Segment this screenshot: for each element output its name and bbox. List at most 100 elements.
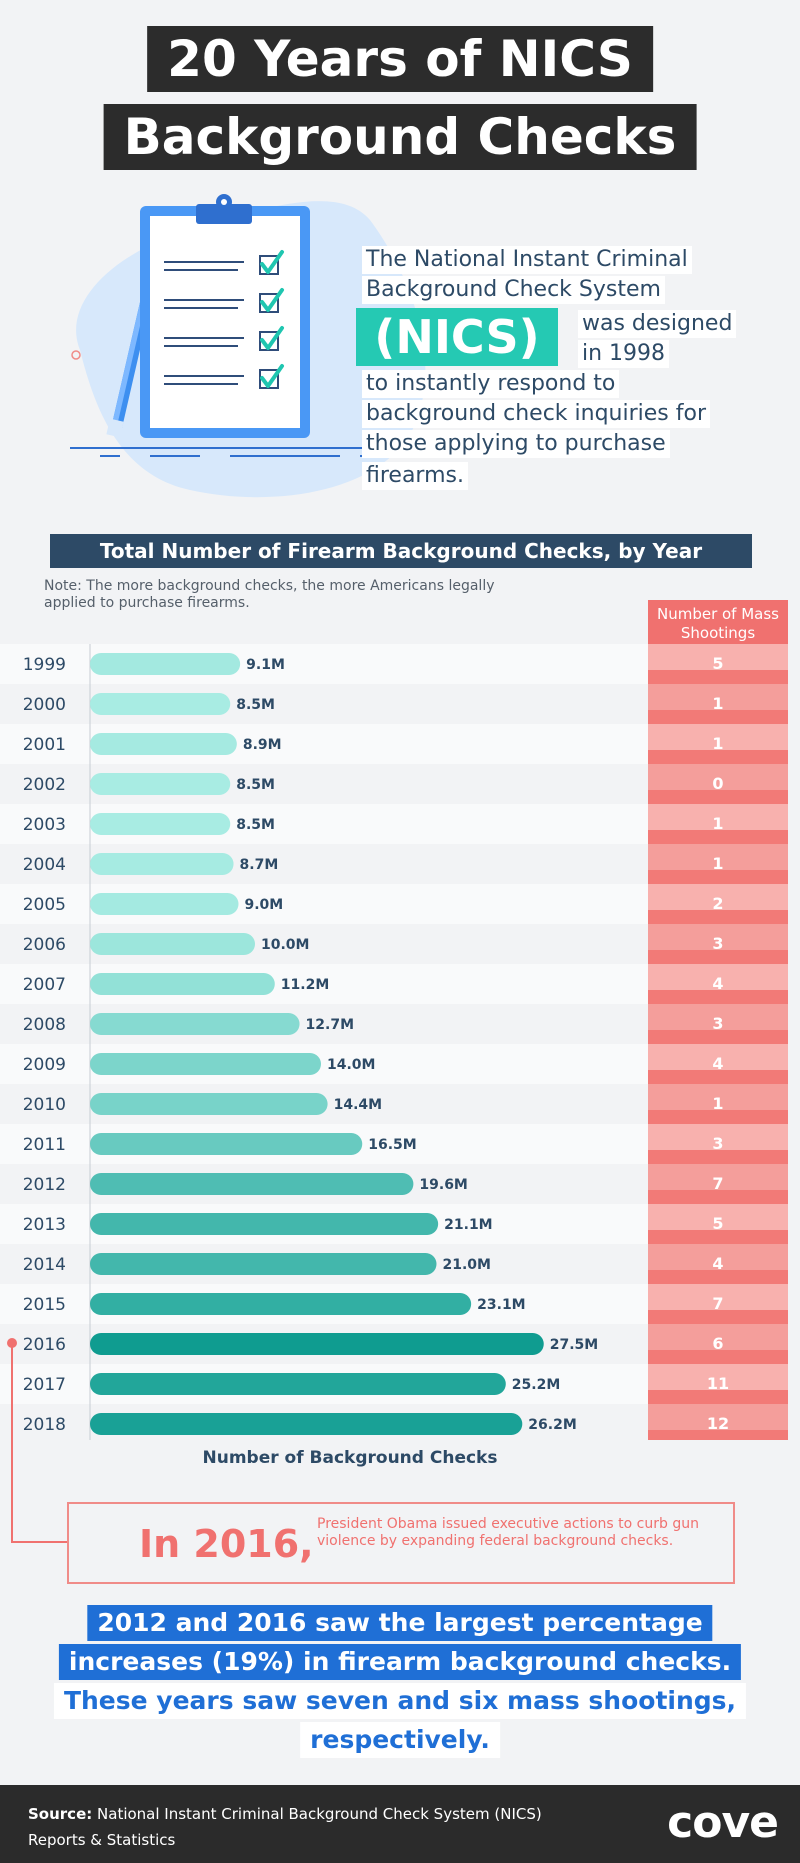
footer-source: Source: National Instant Criminal Backgr… [28,1801,588,1853]
mass-cell-stripe [648,830,788,844]
year-label: 2013 [23,1215,66,1235]
bar-value-label: 21.1M [444,1217,492,1233]
mass-cell-stripe [648,1430,788,1440]
intro-line-4: in 1998 [578,340,670,368]
mass-cell-stripe [648,670,788,684]
intro-line-8: firearms. [362,462,468,490]
mass-cell-stripe [648,1150,788,1164]
mass-cell-stripe [648,950,788,964]
bar [90,1053,321,1075]
bar-value-label: 8.7M [240,857,279,873]
intro-line-7: those applying to purchase [362,430,670,458]
mass-cell-stripe [648,1230,788,1244]
bar [90,853,234,875]
mass-cell-stripe [648,790,788,804]
mass-shooting-count: 6 [712,1334,723,1353]
bar-value-label: 21.0M [443,1257,491,1273]
intro-line-5: to instantly respond to [362,370,620,398]
summary-line-3: These years saw seven and six mass shoot… [53,1683,747,1719]
mass-shooting-count: 12 [707,1414,729,1433]
cove-logo: cove [667,1797,779,1848]
mass-cell-stripe [648,990,788,1004]
page-title-line-2: Background Checks [103,104,697,170]
bar-value-label: 27.5M [550,1337,598,1353]
bar-value-label: 14.0M [327,1057,375,1073]
year-label: 2015 [23,1295,66,1315]
bar-value-label: 8.5M [236,817,275,833]
year-label: 2010 [23,1095,66,1115]
summary-line-4: respectively. [300,1722,500,1758]
bar-value-label: 8.5M [236,777,275,793]
bar [90,733,237,755]
mass-shooting-count: 1 [712,694,723,713]
bar [90,1373,506,1395]
mass-shootings-header: Number of Mass Shootings [648,600,788,648]
nics-badge: (NICS) [356,308,558,366]
mass-shooting-count: 4 [712,1254,723,1273]
mass-cell-stripe [648,1350,788,1364]
mass-shooting-count: 5 [712,1214,723,1233]
mass-shooting-count: 1 [712,854,723,873]
bar [90,1213,439,1235]
mass-cell-stripe [648,1270,788,1284]
mass-shooting-count: 11 [707,1374,729,1393]
mass-cell-stripe [648,1070,788,1084]
year-label: 2009 [23,1055,66,1075]
chart-note: Note: The more background checks, the mo… [44,578,495,611]
mass-cell-stripe [648,1110,788,1124]
bar [90,1133,363,1155]
checkmark-icon [260,250,284,388]
bar [90,1413,523,1435]
mass-cell-stripe [648,1390,788,1404]
mass-shooting-count: 4 [712,974,723,993]
bar [90,1293,472,1315]
summary-line-1: 2012 and 2016 saw the largest percentage [87,1605,713,1641]
x-axis-label: Number of Background Checks [202,1448,498,1468]
callout-text: President Obama issued executive actions… [317,1516,699,1549]
bar-value-label: 9.1M [246,657,285,673]
bar [90,1333,544,1355]
bar [90,1093,328,1115]
mass-cell-stripe [648,1030,788,1044]
year-label: 2005 [23,895,66,915]
year-label: 2016 [23,1335,66,1355]
mass-shooting-count: 1 [712,814,723,833]
mass-shooting-count: 1 [712,734,723,753]
year-label: 2011 [23,1135,66,1155]
bar [90,973,275,995]
intro-line-3: was designed [578,310,737,338]
intro-line-1: The National Instant Criminal [362,246,692,274]
bar-value-label: 10.0M [261,937,309,953]
bar-chart: 1999 9.1M 5 2000 8.5M 1 2001 8.9M 1 2002 8.5M 0 2003… [0,644,788,1440]
mass-shooting-count: 4 [712,1054,723,1073]
year-label: 2001 [23,735,66,755]
year-label: 2006 [23,935,66,955]
bar-value-label: 19.6M [419,1177,467,1193]
summary-line-2: increases (19%) in firearm background ch… [58,1644,742,1680]
bar [90,893,239,915]
mass-shooting-count: 3 [712,1134,723,1153]
year-label: 1999 [23,655,66,675]
bar [90,1013,300,1035]
bar [90,773,231,795]
year-label: 2007 [23,975,66,995]
mass-shooting-count: 7 [712,1174,723,1193]
mass-cell-stripe [648,710,788,724]
mass-shooting-count: 3 [712,1014,723,1033]
callout-connector [7,1338,67,1543]
mass-cell-stripe [648,870,788,884]
mass-cell-stripe [648,910,788,924]
mass-shooting-count: 5 [712,654,723,673]
intro-line-2: Background Check System [362,276,665,304]
year-label: 2018 [23,1415,66,1435]
chart-title: Total Number of Firearm Background Check… [50,534,752,568]
year-label: 2000 [23,695,66,715]
source-label: Source: [28,1805,93,1823]
page-title-line-1: 20 Years of NICS [147,26,653,92]
mass-cell-stripe [648,750,788,764]
mass-shooting-count: 2 [712,894,723,913]
callout-box: In 2016, President Obama issued executiv… [67,1502,735,1584]
mass-shooting-count: 7 [712,1294,723,1313]
bar [90,933,255,955]
year-label: 2012 [23,1175,66,1195]
